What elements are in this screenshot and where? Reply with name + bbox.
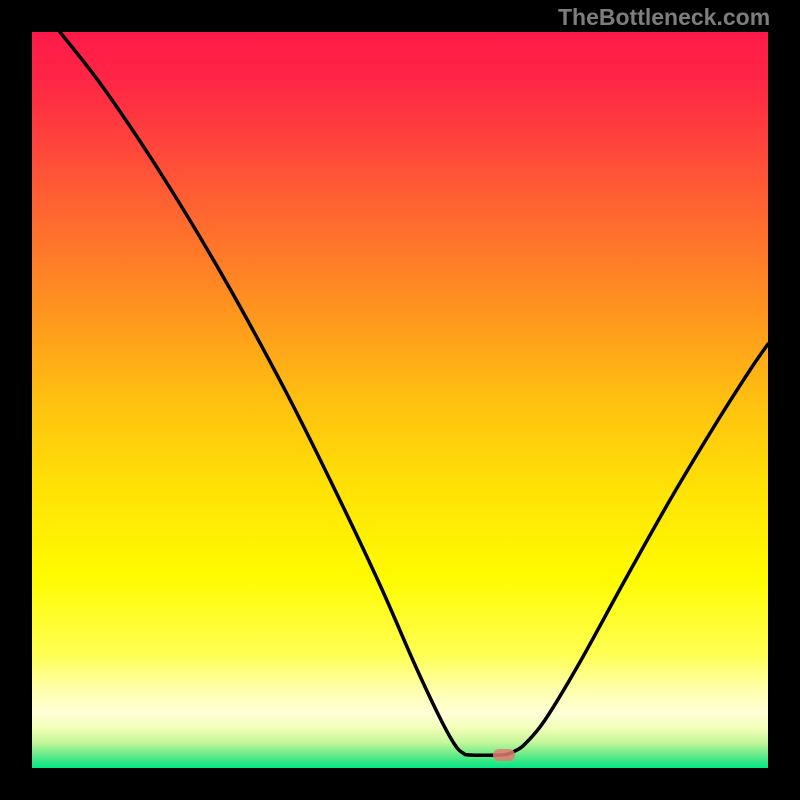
chart-frame bbox=[0, 0, 800, 800]
optimal-marker bbox=[493, 749, 515, 761]
watermark-text: TheBottleneck.com bbox=[558, 4, 770, 31]
chart-svg bbox=[0, 0, 800, 800]
